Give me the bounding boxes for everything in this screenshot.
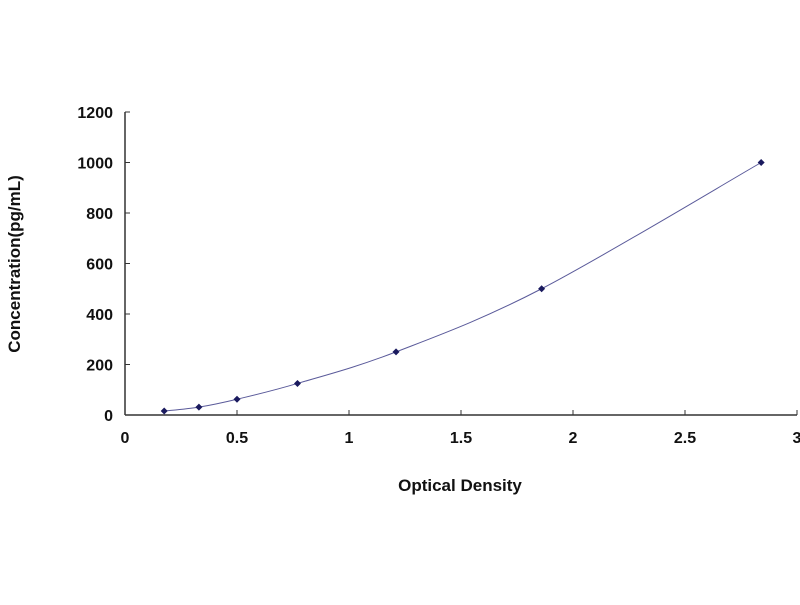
data-point — [392, 348, 400, 356]
x-tick-label: 0.5 — [226, 430, 248, 447]
y-axis-label: Concentration(pg/mL) — [5, 175, 24, 353]
data-point — [233, 395, 241, 403]
y-tick-label: 0 — [104, 408, 113, 425]
y-tick-label: 800 — [86, 206, 113, 223]
data-point — [757, 159, 765, 166]
y-axis-ticks: 0 200 400 600 800 1000 1200 — [77, 105, 130, 425]
y-tick-label: 600 — [86, 257, 113, 274]
data-points — [160, 159, 765, 415]
x-tick-label: 2 — [569, 430, 578, 447]
y-tick-label: 200 — [86, 358, 113, 375]
x-axis-label: Optical Density — [398, 476, 522, 495]
x-tick-label: 0 — [121, 430, 130, 447]
x-axis-ticks: 0 0.5 1 1.5 2 2.5 3 — [121, 410, 800, 447]
x-tick-label: 1.5 — [450, 430, 472, 447]
fitted-curve — [164, 162, 762, 412]
axes — [124, 112, 797, 416]
x-tick-label: 2.5 — [674, 430, 696, 447]
y-tick-label: 400 — [86, 307, 113, 324]
x-tick-label: 3 — [793, 430, 800, 447]
y-tick-label: 1000 — [77, 156, 113, 173]
data-point — [538, 285, 546, 293]
data-point — [293, 379, 301, 387]
x-tick-label: 1 — [345, 430, 354, 447]
data-point — [195, 403, 203, 411]
data-point — [160, 407, 168, 415]
y-tick-label: 1200 — [77, 105, 113, 122]
